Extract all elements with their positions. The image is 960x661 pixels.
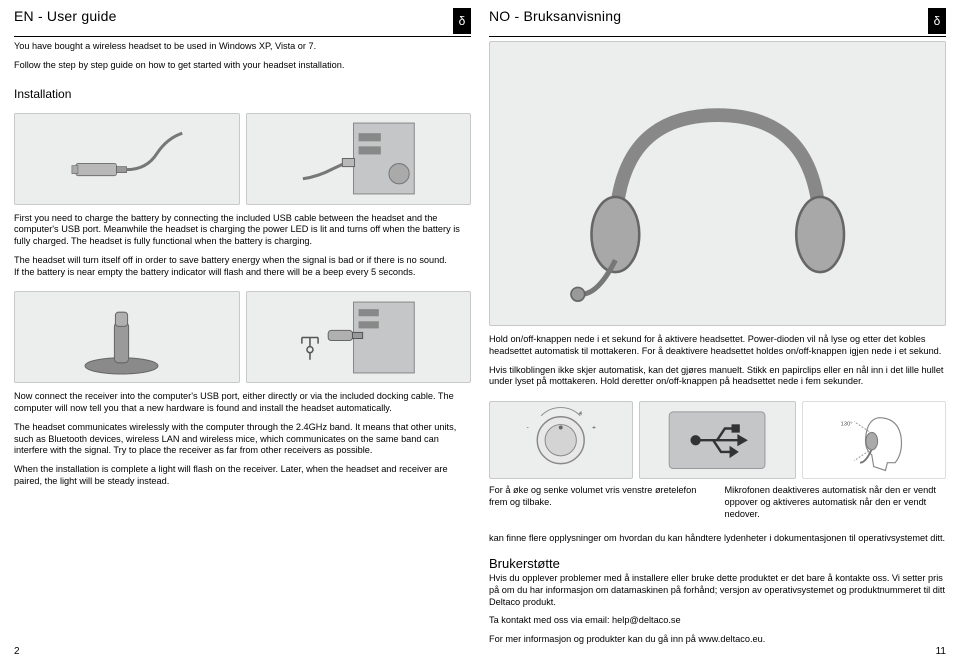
right-page: NO - Bruksanvisning δ Hold on/off-knappe… xyxy=(489,8,946,653)
right-title: NO - Bruksanvisning xyxy=(489,8,621,24)
volume-caption: For å øke og senke volumet vris venstre … xyxy=(489,485,711,520)
controls-caption-row: For å øke og senke volumet vris venstre … xyxy=(489,485,946,527)
usb-symbol-icon xyxy=(647,406,787,474)
mic-caption: Mikrofonen deaktiveres automatisk når de… xyxy=(725,485,947,520)
svg-text:-: - xyxy=(527,424,529,431)
dial-icon: + - xyxy=(497,406,624,474)
tilkobling-text: Hvis tilkoblingen ikke skjer automatisk,… xyxy=(489,365,946,389)
volume-dial-illustration: + - xyxy=(489,401,633,479)
charging-text: First you need to charge the battery by … xyxy=(14,213,471,248)
logo-delta-icon-right: δ xyxy=(934,15,941,27)
headset-icon xyxy=(513,56,923,311)
intro-text-1: You have bought a wireless headset to be… xyxy=(14,41,471,53)
signal-text-1: The headset will turn itself off in orde… xyxy=(14,255,471,267)
usb-cable-icon xyxy=(26,118,227,199)
email-text: Ta kontakt med oss via email: help@delta… xyxy=(489,615,946,627)
left-page-number: 2 xyxy=(14,646,20,657)
pc-port-icon xyxy=(258,118,459,199)
dock-illustration xyxy=(14,291,240,383)
left-page: EN - User guide δ You have bought a wire… xyxy=(14,8,471,653)
intro-text-2: Follow the step by step guide on how to … xyxy=(14,60,471,72)
usb-cable-illustration xyxy=(14,113,240,205)
support-text: Hvis du opplever problemer med å install… xyxy=(489,573,946,608)
angle-label: 130° xyxy=(841,421,853,427)
controls-illustration-row: + - xyxy=(489,401,946,479)
dock-icon xyxy=(26,297,227,378)
pair-text: When the installation is complete a ligh… xyxy=(14,464,471,488)
charging-illustration-row xyxy=(14,113,471,205)
deltaco-logo: δ xyxy=(453,8,471,34)
svg-text:+: + xyxy=(592,424,596,431)
head-profile-icon: 130° xyxy=(810,406,937,474)
usb-symbol-illustration xyxy=(639,401,797,479)
computer-port-illustration xyxy=(246,113,472,205)
right-page-number: 11 xyxy=(936,646,946,657)
usb-dongle-icon xyxy=(258,297,459,378)
mic-angle-illustration: 130° xyxy=(802,401,946,479)
support-heading: Brukerstøtte xyxy=(489,556,946,571)
installation-heading: Installation xyxy=(14,87,471,101)
left-title: EN - User guide xyxy=(14,8,117,24)
left-header: EN - User guide δ xyxy=(14,8,471,37)
logo-delta-icon: δ xyxy=(459,15,466,27)
doc-text: kan finne flere opplysninger om hvordan … xyxy=(489,533,946,545)
usb-receiver-illustration xyxy=(246,291,472,383)
signal-text-2: If the battery is near empty the battery… xyxy=(14,267,471,279)
usb-connect-text: Now connect the receiver into the comput… xyxy=(14,391,471,415)
deltaco-logo-right: δ xyxy=(928,8,946,34)
hold-button-text: Hold on/off-knappen nede i et sekund for… xyxy=(489,334,946,358)
receiver-illustration-row xyxy=(14,291,471,383)
headset-main-illustration xyxy=(489,41,946,326)
right-header: NO - Bruksanvisning δ xyxy=(489,8,946,37)
band-text: The headset communicates wirelessly with… xyxy=(14,422,471,457)
info-text: For mer informasjon og produkter kan du … xyxy=(489,634,946,646)
